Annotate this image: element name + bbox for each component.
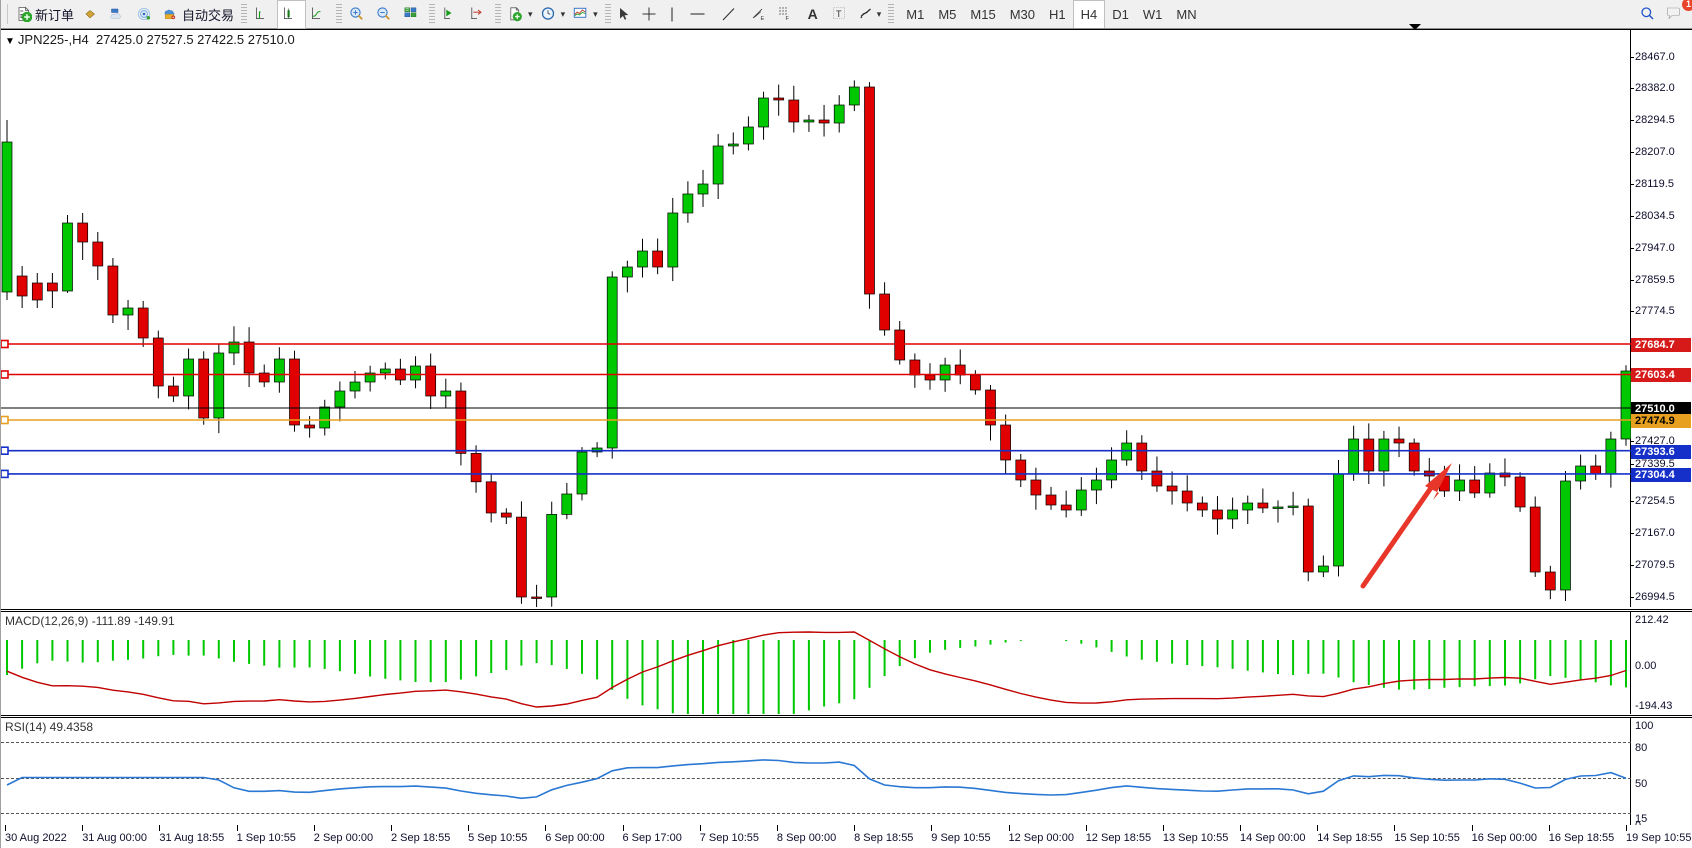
svg-text:F: F (785, 16, 789, 22)
svg-text:T: T (836, 9, 842, 19)
svg-text:E: E (760, 16, 764, 22)
